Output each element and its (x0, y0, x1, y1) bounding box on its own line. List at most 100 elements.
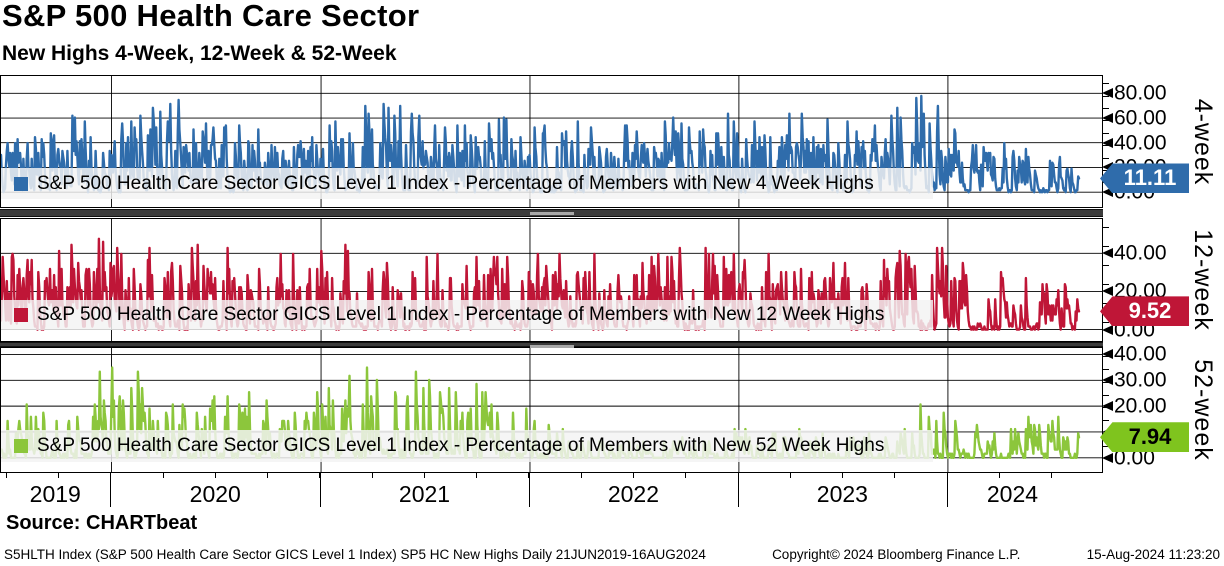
quarter-tick (685, 473, 687, 478)
footer-security-info: S5HLTH Index (S&P 500 Health Care Sector… (4, 547, 706, 562)
year-separator (110, 473, 112, 507)
year-label: 2019 (29, 481, 81, 507)
year-label: 2024 (986, 481, 1039, 507)
legend-label: S&P 500 Health Care Sector GICS Level 1 … (37, 435, 885, 456)
year-label: 2021 (398, 481, 451, 507)
year-separator (946, 473, 948, 507)
year-separator (737, 473, 739, 507)
quarter-tick (894, 473, 896, 478)
quarter-tick (633, 473, 634, 478)
ytick-minor (1103, 169, 1109, 171)
ytick-arrow-icon (1102, 349, 1113, 360)
ytick-label: 30.00 (1114, 368, 1167, 392)
quarter-tick (371, 473, 373, 478)
value-badge-text: 9.52 (1128, 298, 1172, 324)
year-separator (528, 473, 530, 507)
ytick-label: 20.00 (1114, 394, 1167, 418)
legend-band: S&P 500 Health Care Sector GICS Level 1 … (1, 430, 933, 462)
legend-swatch-icon (14, 308, 28, 322)
quarter-tick (1051, 473, 1053, 478)
panel-divider (0, 209, 1103, 217)
ytick-minor (1103, 95, 1109, 97)
quarter-tick (528, 473, 530, 478)
ytick-minor (1103, 245, 1109, 247)
year-separator (320, 473, 322, 507)
quarter-tick (267, 473, 269, 478)
ytick-minor (1103, 394, 1109, 396)
quarter-tick (998, 473, 1000, 478)
ytick-arrow-icon (1102, 452, 1113, 463)
ytick-arrow-icon (1102, 248, 1113, 259)
ytick-label: 40.00 (1114, 131, 1167, 155)
ytick-label: 40.00 (1114, 342, 1167, 366)
quarter-tick (162, 473, 164, 478)
ytick-label: 0.00 (1114, 446, 1155, 470)
panel-divider (0, 342, 1103, 348)
ytick-minor (1103, 302, 1109, 304)
legend-swatch-icon (14, 176, 28, 191)
ytick-arrow-icon (1102, 162, 1113, 173)
footer-copyright: Copyright© 2024 Bloomberg Finance L.P. (772, 547, 1021, 562)
ytick-arrow-icon (1102, 113, 1113, 124)
ytick-minor (1103, 420, 1109, 422)
quarter-tick (842, 473, 844, 478)
footer: S5HLTH Index (S&P 500 Health Care Sector… (4, 547, 1220, 562)
legend-band: S&P 500 Health Care Sector GICS Level 1 … (1, 300, 933, 330)
value-badge-52-week: 7.94 (1100, 422, 1189, 453)
value-badge-4-week: 11.11 (1100, 163, 1189, 194)
divider-grip-handle[interactable] (529, 345, 574, 348)
divider-grip-handle[interactable] (529, 212, 574, 215)
ytick-minor (1103, 226, 1109, 228)
ytick-arrow-icon (1102, 187, 1113, 198)
quarter-tick (214, 473, 216, 478)
ytick-minor (1103, 83, 1109, 85)
legend-swatch-icon (14, 439, 28, 453)
ytick-minor (1103, 108, 1109, 110)
ytick-minor (1103, 321, 1109, 323)
chart-panel-4-week: S&P 500 Health Care Sector GICS Level 1 … (0, 75, 1103, 208)
ytick-label: 40.00 (1114, 241, 1167, 265)
panel-side-label-12-week: 12-week (1189, 229, 1217, 331)
page-title: S&P 500 Health Care Sector (2, 0, 420, 33)
chart-panel-12-week: S&P 500 Health Care Sector GICS Level 1 … (0, 218, 1103, 342)
value-badge-text: 11.11 (1123, 165, 1177, 191)
source-label: Source: CHARTbeat (6, 512, 198, 534)
legend-band: S&P 500 Health Care Sector GICS Level 1 … (1, 168, 933, 199)
panel-side-label-52-week: 52-week (1189, 359, 1217, 461)
page-subtitle: New Highs 4-Week, 12-Week & 52-Week (2, 42, 397, 65)
ytick-arrow-icon (1102, 286, 1113, 297)
quarter-tick (580, 473, 582, 478)
year-label: 2020 (189, 481, 241, 507)
ytick-minor (1103, 407, 1109, 409)
year-label: 2023 (816, 481, 868, 507)
legend-label: S&P 500 Health Care Sector GICS Level 1 … (37, 172, 874, 194)
value-badge-12-week: 9.52 (1100, 296, 1189, 327)
ytick-minor (1103, 283, 1109, 285)
quarter-tick (423, 473, 425, 478)
ytick-arrow-icon (1102, 401, 1113, 412)
ytick-minor (1103, 120, 1109, 122)
chart-panel-52-week: S&P 500 Health Care Sector GICS Level 1 … (0, 347, 1103, 473)
ytick-arrow-icon (1102, 375, 1113, 386)
quarter-tick (319, 473, 321, 478)
ytick-minor (1103, 446, 1109, 448)
ytick-minor (1103, 145, 1109, 147)
year-label: 2022 (607, 481, 660, 507)
panel-side-label-4-week: 4-week (1189, 98, 1217, 185)
quarter-tick (476, 473, 478, 478)
quarter-tick (5, 473, 7, 478)
quarter-tick (789, 473, 791, 478)
ytick-arrow-icon (1102, 88, 1113, 99)
value-badge-text: 7.94 (1128, 424, 1172, 450)
ytick-minor (1103, 355, 1109, 357)
footer-timestamp: 15-Aug-2024 11:23:20 (1086, 547, 1220, 562)
ytick-arrow-icon (1102, 137, 1113, 148)
legend-label: S&P 500 Health Care Sector GICS Level 1 … (37, 304, 885, 325)
ytick-label: 80.00 (1114, 81, 1167, 105)
ytick-minor (1103, 264, 1109, 266)
ytick-minor (1103, 381, 1109, 383)
ytick-arrow-icon (1102, 324, 1113, 335)
ytick-minor (1103, 132, 1109, 134)
